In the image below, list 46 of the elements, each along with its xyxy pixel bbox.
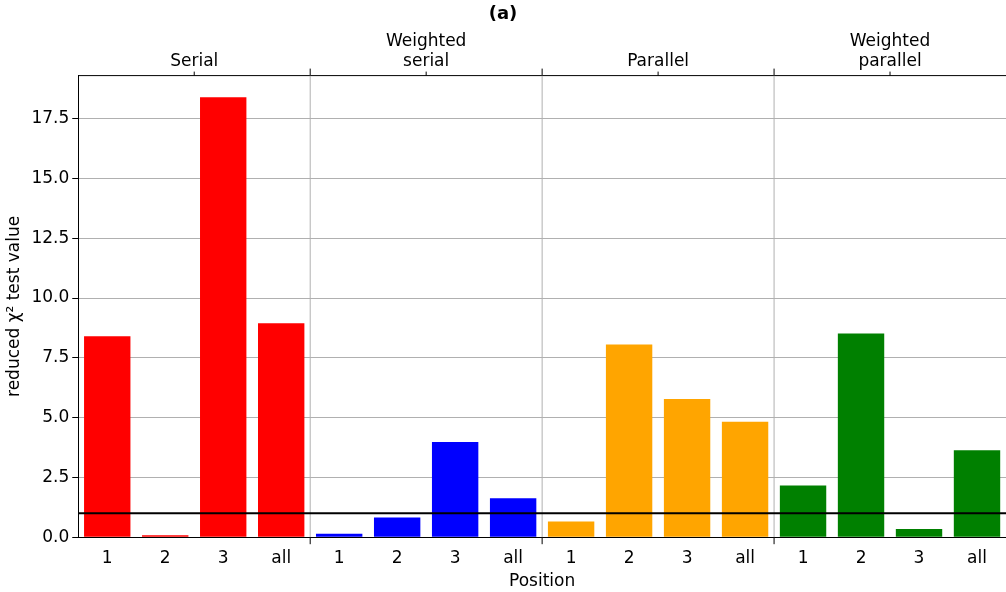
bar bbox=[605, 344, 653, 537]
x-tick-label: all bbox=[735, 546, 756, 567]
y-tick-label: 5.0 bbox=[42, 406, 70, 427]
x-tick-label: 1 bbox=[797, 546, 809, 567]
bar bbox=[258, 323, 305, 537]
x-axis-title: Position bbox=[509, 570, 576, 591]
bar bbox=[953, 450, 1001, 537]
x-tick-label: all bbox=[967, 546, 987, 567]
bar bbox=[431, 442, 479, 537]
x-tick-label: 2 bbox=[623, 546, 635, 567]
y-axis-title: reduced χ² test value bbox=[2, 215, 23, 397]
bar bbox=[837, 333, 885, 537]
text: Weighted parallel bbox=[849, 29, 931, 70]
bar bbox=[489, 498, 537, 537]
y-tick-label: 12.5 bbox=[31, 226, 70, 247]
bar bbox=[721, 421, 769, 537]
x-tick-label: 1 bbox=[101, 546, 113, 567]
x-tick-label: 3 bbox=[913, 546, 925, 567]
x-tick-label: 2 bbox=[855, 546, 867, 567]
y-tick-label: 7.5 bbox=[42, 346, 70, 367]
x-tick-label: 1 bbox=[565, 546, 577, 567]
bar bbox=[373, 517, 421, 537]
y-tick-label: 17.5 bbox=[31, 107, 70, 128]
x-tick-label: 2 bbox=[159, 546, 171, 567]
x-tick-label: 1 bbox=[333, 546, 345, 567]
x-tick-label: 3 bbox=[449, 546, 461, 567]
text: Weighted serial bbox=[385, 29, 467, 70]
text: Parallel bbox=[627, 49, 690, 70]
chart-title: (a) bbox=[488, 2, 518, 24]
x-tick-label: all bbox=[271, 546, 292, 567]
bar bbox=[895, 529, 943, 537]
bar bbox=[663, 398, 711, 537]
bar bbox=[315, 533, 363, 537]
x-tick-label: 3 bbox=[681, 546, 693, 567]
x-tick-label: 3 bbox=[217, 546, 229, 567]
bar bbox=[200, 97, 247, 537]
y-tick-label: 0.0 bbox=[42, 525, 70, 546]
y-tick-label: 15.0 bbox=[31, 166, 70, 187]
y-tick-label: 10.0 bbox=[31, 286, 70, 307]
bar bbox=[779, 485, 827, 537]
text: Serial bbox=[170, 49, 219, 70]
x-tick-label: 2 bbox=[391, 546, 403, 567]
bar bbox=[84, 336, 131, 537]
bar bbox=[547, 521, 595, 537]
x-tick-label: all bbox=[503, 546, 524, 567]
y-tick-label: 2.5 bbox=[42, 465, 70, 486]
